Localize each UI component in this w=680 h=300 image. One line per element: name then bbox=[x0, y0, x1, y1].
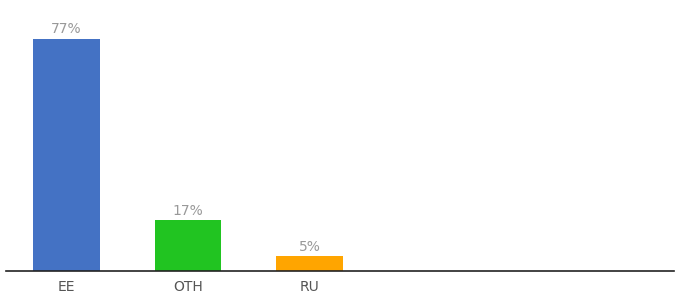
Text: 77%: 77% bbox=[51, 22, 82, 36]
Text: 5%: 5% bbox=[299, 240, 320, 254]
Text: 17%: 17% bbox=[173, 204, 203, 218]
Bar bbox=[33, 39, 100, 272]
Bar bbox=[276, 256, 343, 272]
Bar bbox=[154, 220, 222, 272]
